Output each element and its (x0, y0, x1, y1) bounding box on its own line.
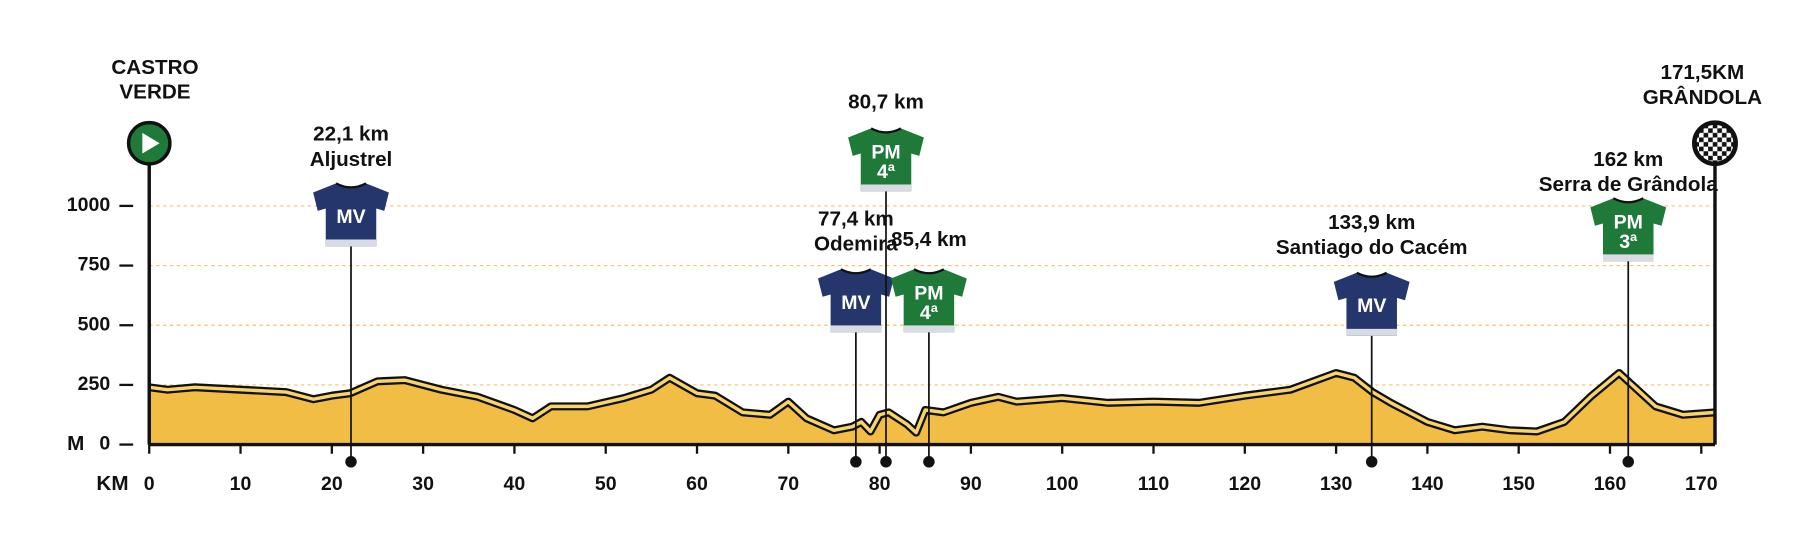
x-tick-label: 80 (869, 473, 891, 495)
marker-dot (880, 456, 892, 468)
x-tick-label: 0 (144, 473, 155, 495)
jersey (1333, 272, 1410, 336)
x-tick-label: 100 (1046, 473, 1079, 495)
x-tick-label: 140 (1411, 473, 1444, 495)
x-tick-label: 120 (1229, 473, 1262, 495)
marker-km: 22,1 km (313, 123, 389, 146)
x-tick-label: 170 (1685, 473, 1718, 495)
marker-place: Santiago do Cacém (1276, 236, 1468, 259)
jersey-category: 3ª (1619, 231, 1638, 253)
y-axis-label: M (67, 432, 84, 455)
marker-dot (850, 456, 862, 468)
jersey (817, 269, 894, 333)
jersey-collar (840, 268, 872, 275)
x-tick-label: 160 (1594, 473, 1627, 495)
x-tick-label: 130 (1320, 473, 1353, 495)
jersey-collar (870, 127, 902, 134)
jersey-hem (860, 184, 912, 192)
marker-place: Odemira (814, 233, 898, 256)
x-tick-label: 70 (777, 473, 799, 495)
marker-km: 162 km (1593, 148, 1663, 171)
y-tick-label: 250 (78, 373, 111, 395)
jersey-type: PM (1614, 212, 1643, 234)
x-tick-label: 50 (595, 473, 617, 495)
elevation-line-inner (149, 371, 1716, 435)
jersey-hem (903, 325, 955, 333)
jersey-type: PM (914, 283, 943, 305)
jersey-collar (1356, 271, 1388, 278)
x-axis-label: KM (96, 472, 128, 495)
finish-label: GRÂNDOLA (1643, 85, 1762, 109)
finish-icon (1692, 120, 1738, 167)
x-tick-label: 30 (412, 473, 434, 495)
jersey-type: MV (841, 292, 870, 314)
jersey-hem (830, 325, 882, 333)
jersey-category: 4ª (877, 161, 896, 183)
finish-label: 171,5KM (1660, 61, 1744, 84)
jersey (313, 183, 389, 247)
marker-dot (345, 456, 357, 468)
marker-dot (923, 456, 935, 468)
marker-km: 77,4 km (818, 207, 894, 230)
jersey-hem (1346, 328, 1397, 336)
x-tick-label: 60 (686, 473, 708, 495)
x-tick-label: 10 (230, 473, 252, 495)
x-tick-label: 90 (960, 473, 982, 495)
jersey-hem (325, 239, 377, 247)
x-tick-label: 110 (1138, 473, 1170, 495)
jersey-collar (1612, 197, 1644, 204)
jersey-type: MV (1357, 295, 1386, 317)
marker-km: 85,4 km (891, 228, 967, 251)
jersey-category: 4ª (920, 302, 939, 324)
jersey (848, 128, 924, 192)
y-tick-label: 1000 (67, 194, 111, 216)
marker-dot (1622, 456, 1634, 468)
jersey-hem (1602, 254, 1654, 262)
jersey-collar (335, 182, 367, 189)
x-tick-label: 40 (504, 473, 526, 495)
y-tick-label: 500 (78, 313, 111, 335)
marker-place: Aljustrel (310, 148, 393, 171)
x-tick-label: 150 (1502, 473, 1535, 495)
marker-km: 133,9 km (1328, 211, 1415, 234)
marker-dot (1365, 456, 1378, 468)
start-label: VERDE (119, 80, 190, 103)
start-label: CASTRO (111, 56, 198, 79)
start-arrow (142, 132, 160, 154)
y-tick-label: 0 (99, 433, 110, 455)
marker-km: 80,7 km (848, 91, 924, 114)
elevation-area (149, 372, 1715, 445)
jersey-type: PM (871, 142, 900, 164)
y-tick-label: 750 (78, 254, 111, 276)
jersey (1590, 198, 1667, 262)
x-tick-label: 20 (321, 473, 343, 495)
marker-place: Serra de Grândola (1539, 173, 1719, 196)
jersey-collar (913, 268, 945, 275)
jersey (891, 269, 967, 333)
jersey-type: MV (336, 206, 365, 228)
